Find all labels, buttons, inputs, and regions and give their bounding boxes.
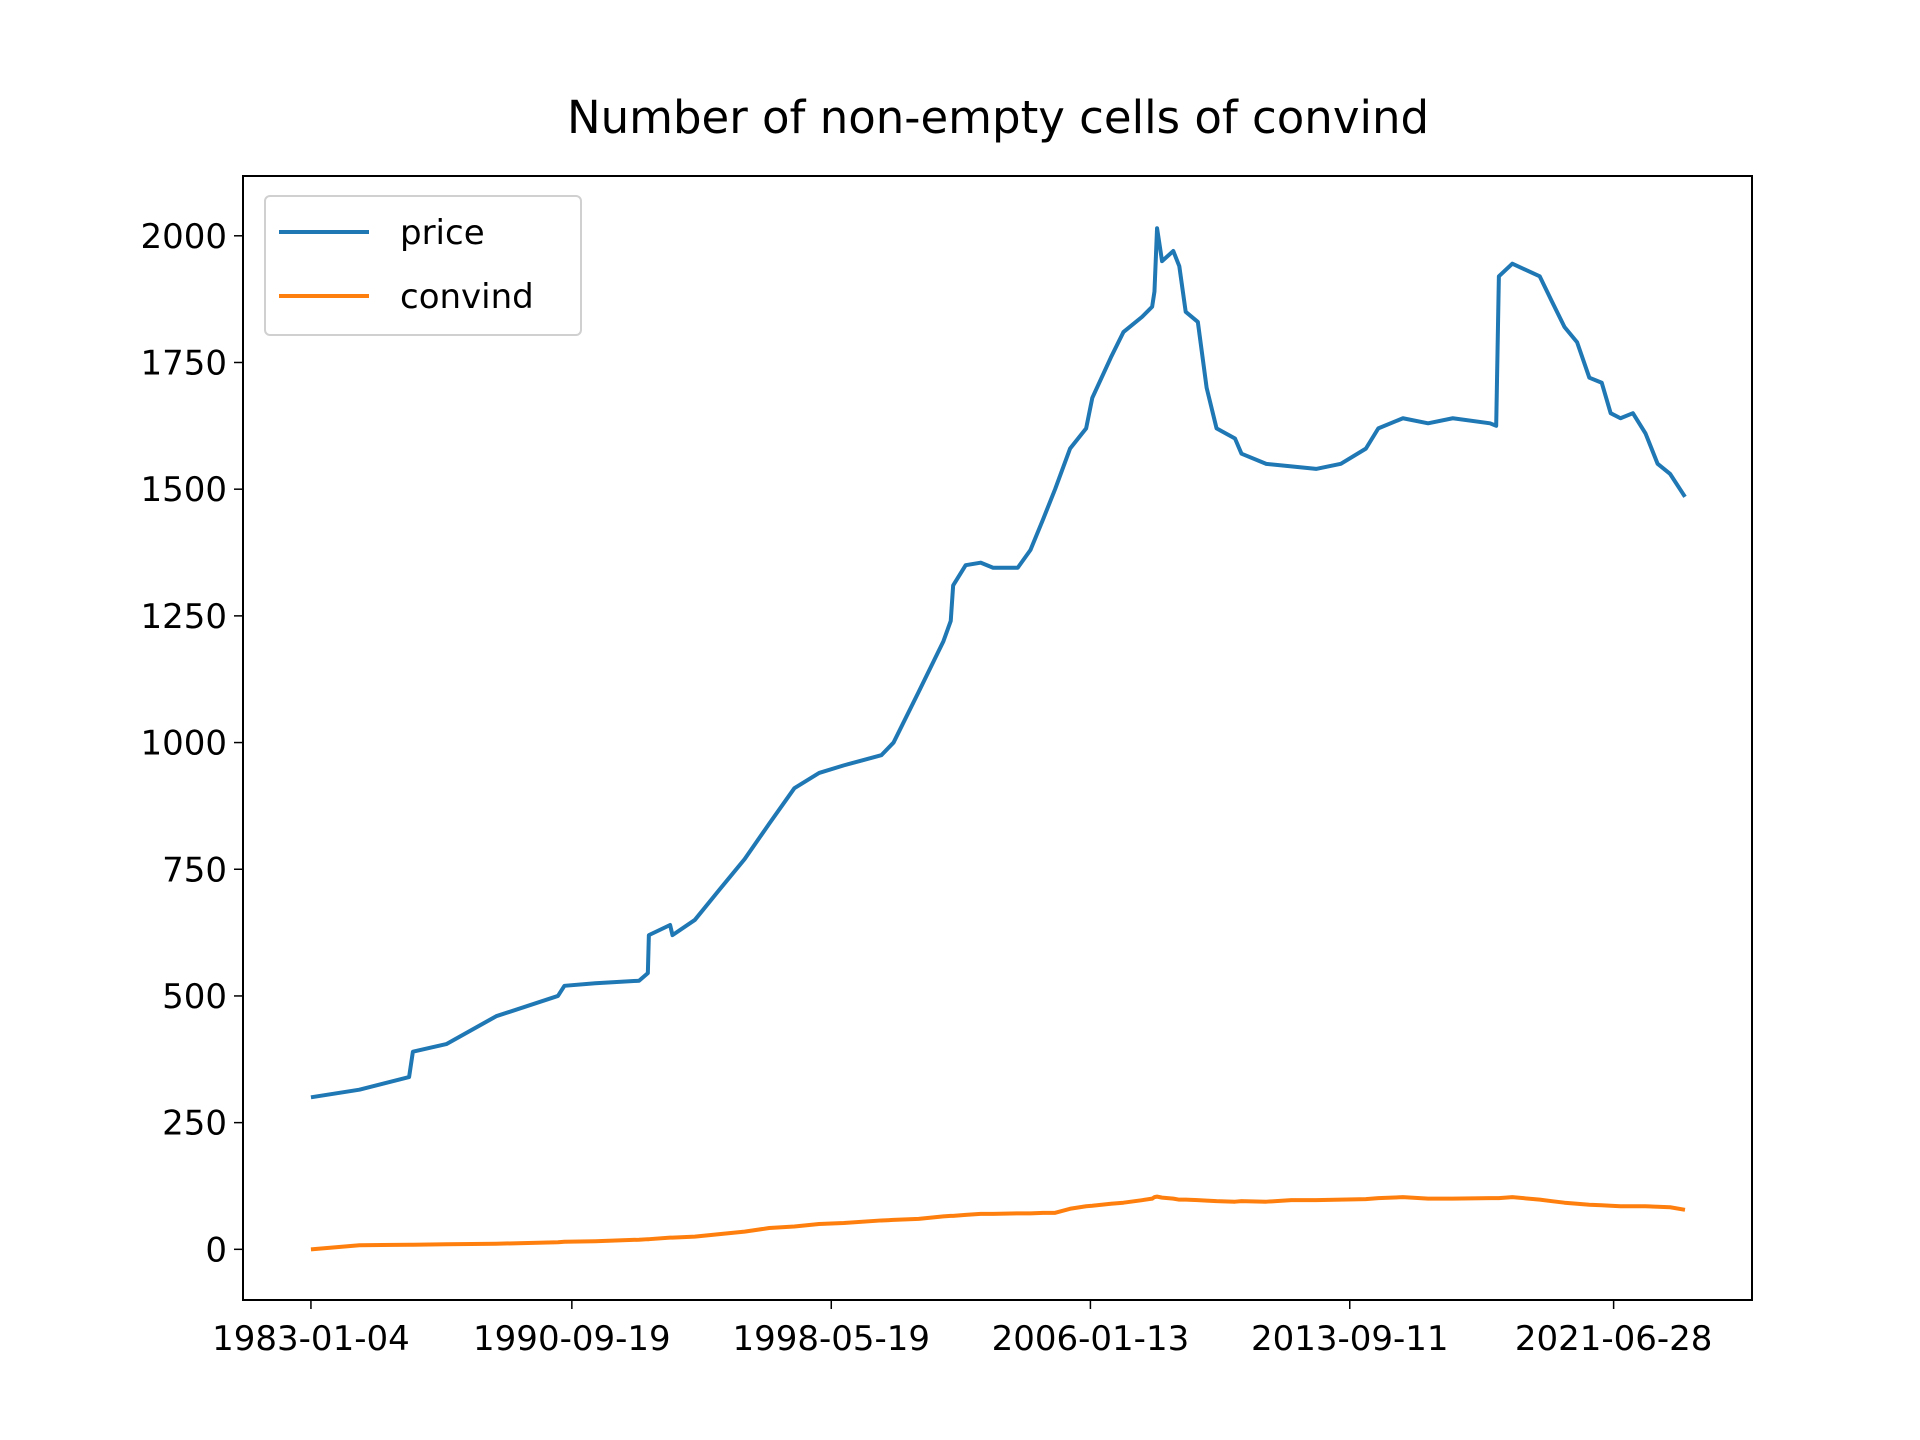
y-tick-label: 750 [162, 850, 227, 890]
x-tick-label: 2021-06-28 [1515, 1319, 1713, 1359]
legend-label: price [400, 213, 485, 253]
y-tick-label: 0 [205, 1230, 227, 1270]
y-tick-label: 250 [162, 1104, 227, 1144]
axes-frame [242, 175, 1753, 1301]
x-tick-label: 1990-09-19 [473, 1319, 671, 1359]
x-tick-label: 2013-09-11 [1251, 1319, 1449, 1359]
y-tick-label: 1500 [140, 470, 227, 510]
legend-label: convind [400, 277, 534, 317]
y-tick-label: 1750 [140, 343, 227, 383]
y-tick-label: 500 [162, 977, 227, 1017]
chart-title: Number of non-empty cells of convind [567, 91, 1429, 144]
y-tick-label: 2000 [140, 217, 227, 257]
y-tick-label: 1250 [140, 597, 227, 637]
line-series [310, 226, 1687, 1100]
x-tick-label: 1998-05-19 [732, 1319, 930, 1359]
x-tick-label: 2006-01-13 [992, 1319, 1190, 1359]
line-series [310, 1194, 1686, 1252]
y-tick-label: 1000 [140, 724, 227, 764]
x-tick-label: 1983-01-04 [212, 1319, 410, 1359]
